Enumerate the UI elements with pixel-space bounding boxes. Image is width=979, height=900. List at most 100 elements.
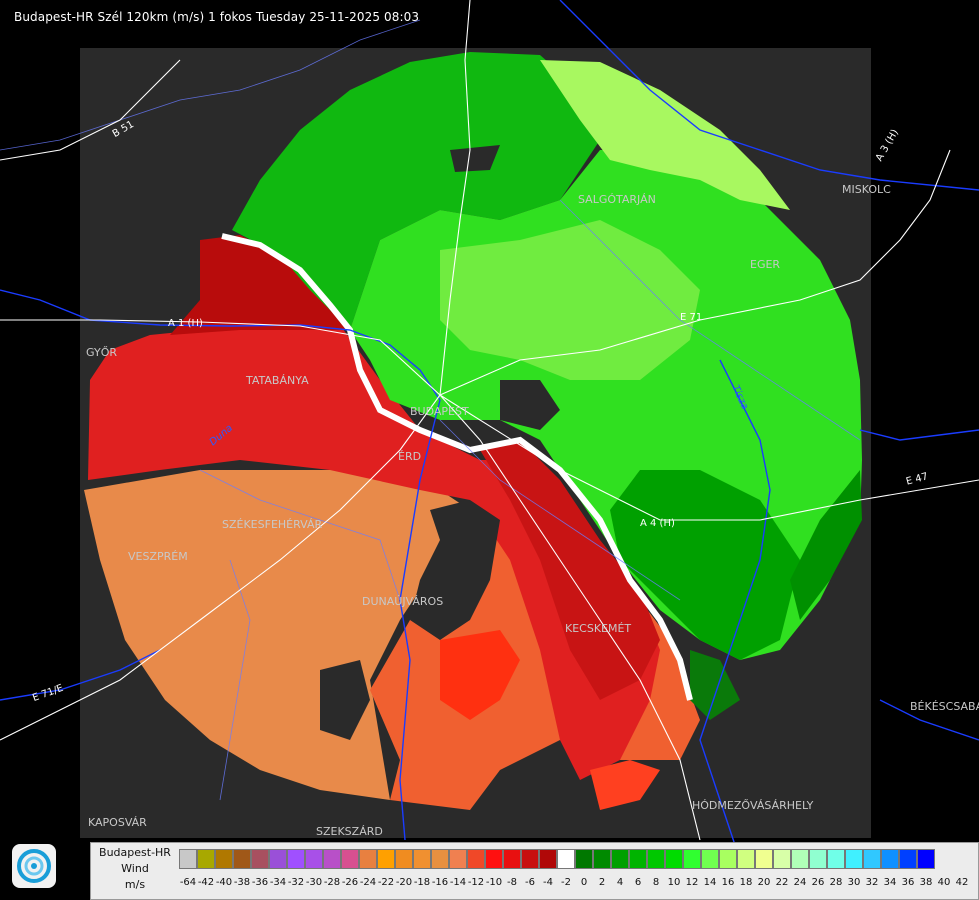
city-label: SZEKSZÁRD — [316, 825, 383, 838]
legend-swatch — [467, 849, 485, 869]
legend-quantity: Wind — [121, 862, 149, 875]
legend-tick-label: 10 — [667, 877, 681, 888]
legend-swatch — [323, 849, 341, 869]
legend-tick-label: -4 — [543, 877, 553, 888]
legend-tick-label: 42 — [955, 877, 969, 888]
legend-swatch — [557, 849, 575, 869]
legend-swatch — [197, 849, 215, 869]
legend-ticks: -64 -42 -40 -38 -36 -34 -32 -30 -28 -26 -24 -22 -20-… — [179, 877, 971, 891]
legend-tick-label: 16 — [721, 877, 735, 888]
legend-tick-label: 38 — [919, 877, 933, 888]
legend-tick-label: -8 — [507, 877, 517, 888]
legend-tick-label: -16 — [431, 877, 449, 888]
legend-swatch — [539, 849, 557, 869]
legend-title: Budapest-HR Wind m/s — [91, 845, 179, 893]
legend-tick-label: 2 — [598, 877, 606, 888]
legend-swatch — [179, 849, 197, 869]
city-label: GYŐR — [86, 346, 117, 359]
wind-legend: Budapest-HR Wind m/s -64 -42 -40 -38 -36 -34-… — [90, 842, 979, 900]
legend-swatch — [881, 849, 899, 869]
legend-swatch — [827, 849, 845, 869]
city-label: HÓDMEZŐVÁSÁRHELY — [692, 799, 814, 812]
city-label: BÉKÉSCSABA — [910, 700, 979, 713]
legend-tick-label: -22 — [377, 877, 395, 888]
rivers — [0, 0, 979, 861]
legend-swatch — [215, 849, 233, 869]
legend-swatch — [431, 849, 449, 869]
legend-swatch — [287, 849, 305, 869]
swirl-icon — [17, 849, 51, 883]
legend-swatch — [899, 849, 917, 869]
legend-tick-label: -26 — [341, 877, 359, 888]
legend-tick-label: 14 — [703, 877, 717, 888]
city-label: EGER — [750, 258, 781, 271]
legend-swatch — [413, 849, 431, 869]
legend-swatch — [575, 849, 593, 869]
city-label: VESZPRÉM — [128, 550, 188, 563]
legend-tick-label: -18 — [413, 877, 431, 888]
radar-header: Budapest-HR Szél 120km (m/s) 1 fokos Tue… — [14, 10, 420, 24]
legend-tick-label: -10 — [485, 877, 503, 888]
legend-swatch — [845, 849, 863, 869]
legend-tick-label: 8 — [652, 877, 660, 888]
weather-service-logo — [12, 844, 56, 888]
legend-swatch — [611, 849, 629, 869]
roads — [0, 0, 979, 841]
legend-swatch — [665, 849, 683, 869]
legend-swatch — [863, 849, 881, 869]
city-label: TATABÁNYA — [246, 374, 309, 387]
no-echo-area — [410, 500, 500, 640]
legend-tick-label: 32 — [865, 877, 879, 888]
legend-swatch — [791, 849, 809, 869]
legend-tick-label: -24 — [359, 877, 377, 888]
legend-tick-label: -42 — [197, 877, 215, 888]
legend-swatch — [305, 849, 323, 869]
legend-swatches — [179, 849, 935, 869]
legend-tick-label: -30 — [305, 877, 323, 888]
legend-tick-label: 26 — [811, 877, 825, 888]
no-echo-area — [320, 660, 370, 740]
legend-swatch — [773, 849, 791, 869]
legend-tick-label: -36 — [251, 877, 269, 888]
legend-swatch — [269, 849, 287, 869]
city-label: DUNAÚJVÁROS — [362, 595, 444, 608]
legend-tick-label: 12 — [685, 877, 699, 888]
legend-swatch — [485, 849, 503, 869]
borders — [0, 19, 861, 801]
city-label: BUDAPEST — [410, 405, 469, 418]
legend-tick-label: 4 — [616, 877, 624, 888]
legend-swatch — [593, 849, 611, 869]
legend-tick-label: 34 — [883, 877, 897, 888]
legend-swatch — [251, 849, 269, 869]
legend-swatch — [755, 849, 773, 869]
legend-swatch — [341, 849, 359, 869]
legend-tick-label: -20 — [395, 877, 413, 888]
legend-swatch — [629, 849, 647, 869]
city-label: SZÉKESFEHÉRVÁR — [222, 518, 323, 531]
road-label: E 71 — [680, 312, 703, 323]
legend-tick-label: -64 — [179, 877, 197, 888]
legend-swatch — [449, 849, 467, 869]
legend-tick-label: -38 — [233, 877, 251, 888]
legend-tick-label: 36 — [901, 877, 915, 888]
legend-tick-label: 40 — [937, 877, 951, 888]
legend-tick-label: -32 — [287, 877, 305, 888]
legend-swatch — [701, 849, 719, 869]
legend-tick-label: -40 — [215, 877, 233, 888]
wind-negative-area — [84, 235, 700, 810]
legend-tick-label: 30 — [847, 877, 861, 888]
legend-tick-label: 0 — [580, 877, 588, 888]
city-label: ÉRD — [398, 450, 422, 463]
legend-tick-label: -28 — [323, 877, 341, 888]
legend-tick-label: 6 — [634, 877, 642, 888]
zero-velocity-line — [221, 233, 693, 701]
city-label: MISKOLC — [842, 183, 891, 196]
legend-tick-label: -34 — [269, 877, 287, 888]
legend-swatch — [809, 849, 827, 869]
legend-tick-label: 18 — [739, 877, 753, 888]
legend-unit: m/s — [124, 878, 146, 891]
legend-tick-label: 22 — [775, 877, 789, 888]
legend-tick-label: -6 — [525, 877, 535, 888]
legend-tick-label: -12 — [467, 877, 485, 888]
